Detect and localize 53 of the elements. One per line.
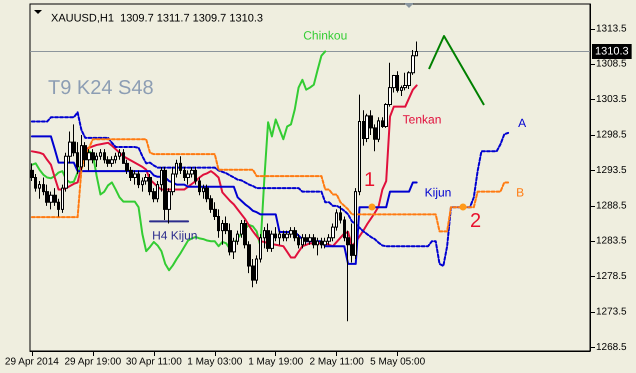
candlestick (133, 170, 137, 186)
candlestick (316, 237, 319, 256)
candlestick (118, 148, 121, 160)
candlestick (114, 152, 117, 164)
x-tick-label: 5 May 05:00 (370, 356, 426, 368)
x-tick-label: 2 May 11:00 (310, 356, 364, 368)
candlestick (137, 170, 140, 189)
line-series (30, 138, 510, 232)
candlestick (308, 234, 312, 246)
x-tick-label: 1 May 19:00 (248, 356, 304, 368)
series-label: H4 Kijun (152, 228, 198, 242)
y-tick-label: 1278.5 (596, 271, 628, 282)
candlestick (323, 237, 327, 249)
ref-line-label: 1310.3 (595, 45, 629, 58)
annotation: T9 K24 S48 (48, 77, 154, 99)
y-tick-label: 1313.5 (596, 23, 628, 34)
series-label: Tenkan (402, 112, 442, 126)
candlestick (186, 170, 190, 186)
candlestick (110, 156, 114, 168)
candlestick (301, 234, 304, 249)
candlestick (80, 134, 83, 171)
candlestick (289, 226, 293, 238)
candlestick (266, 223, 270, 252)
y-tick-label: 1303.5 (596, 94, 628, 106)
y-tick-label: 1273.5 (596, 306, 628, 318)
annotation: 2 (470, 210, 482, 232)
series-label: Chinkou (303, 28, 348, 42)
text: XAUUSD,H1 1309.7 1311.7 1309.7 1310.3 (51, 12, 264, 24)
y-tick-label: 1283.5 (596, 236, 628, 247)
candlestick (278, 230, 281, 246)
candlestick (285, 230, 289, 242)
candlestick (95, 152, 98, 168)
x-tick-label: 29 Apr 19:00 (64, 356, 122, 368)
y-tick-label: 1298.5 (596, 130, 628, 141)
x-tick-label: 1 May 03:00 (187, 356, 243, 368)
candlestick (282, 230, 285, 242)
candlestick (163, 166, 167, 220)
series-label: A (518, 116, 526, 130)
series-label: Kijun (424, 185, 452, 200)
y-tick-label: 1268.5 (596, 342, 628, 353)
line-series (30, 50, 326, 272)
candlestick (396, 70, 399, 94)
series-label: B (516, 185, 524, 200)
candlestick (365, 113, 369, 143)
candlestick (103, 148, 106, 164)
line-series (30, 111, 510, 268)
x-tick-label: 29 Apr 2014 (4, 356, 60, 368)
y-tick-label: 1293.5 (596, 164, 628, 176)
y-tick-label: 1288.5 (596, 200, 628, 212)
x-tick-label: 30 Apr 11:00 (126, 356, 182, 368)
annotation: 1 (364, 169, 376, 191)
candlestick (304, 234, 308, 246)
y-tick-label: 1308.5 (596, 58, 628, 70)
